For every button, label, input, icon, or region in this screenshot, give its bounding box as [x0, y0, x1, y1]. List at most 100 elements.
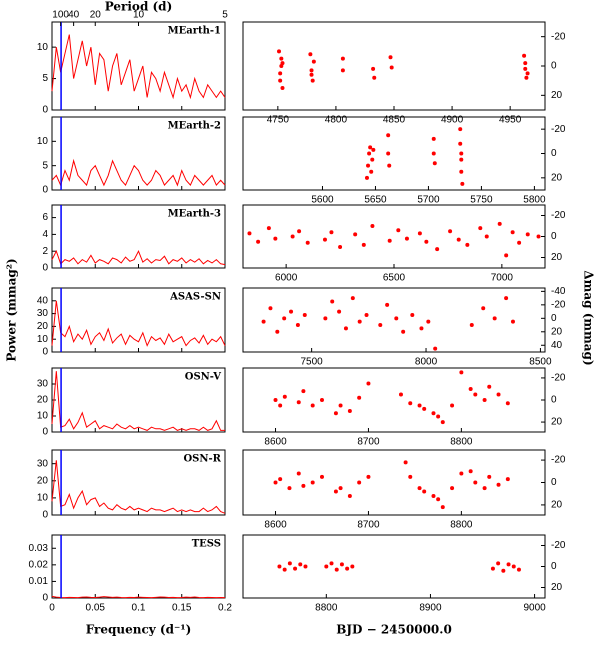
data-point — [389, 65, 394, 70]
y-tick-label: 2 — [42, 246, 48, 257]
top-tick-label: 40 — [68, 10, 80, 21]
data-point — [459, 157, 464, 162]
data-point — [394, 316, 399, 321]
data-point — [504, 253, 509, 258]
data-point — [417, 486, 422, 491]
x-tick-label: 8700 — [357, 520, 380, 531]
data-point — [337, 309, 342, 314]
data-point — [468, 469, 473, 474]
y-tick-label: 0 — [42, 105, 48, 116]
data-point — [431, 136, 436, 141]
data-point — [468, 386, 473, 391]
data-point — [387, 163, 392, 168]
data-point — [458, 127, 463, 132]
data-point — [301, 389, 306, 394]
y-tick-label: 0.02 — [29, 559, 49, 570]
data-point — [295, 323, 300, 328]
data-point — [458, 141, 463, 146]
data-point — [338, 245, 343, 249]
periodogram-line — [51, 300, 226, 347]
data-point — [340, 68, 345, 73]
periodogram-line — [51, 249, 226, 266]
data-point — [525, 71, 530, 76]
data-point — [436, 414, 441, 419]
y-tick-label: 20 — [551, 252, 563, 263]
x-tick-label: 8800 — [450, 437, 473, 448]
data-point — [403, 460, 408, 465]
data-point — [370, 224, 375, 228]
y-tick-label: 10 — [37, 334, 49, 345]
data-point — [510, 230, 515, 235]
y-tick-label: 20 — [551, 326, 563, 337]
data-point — [364, 175, 369, 180]
data-point — [273, 236, 278, 241]
y-tick-label: 40 — [37, 295, 49, 306]
data-point — [323, 316, 328, 321]
x-tick-label: 4950 — [499, 115, 522, 126]
data-point — [473, 480, 478, 485]
x-tick-label: 6000 — [275, 273, 298, 284]
x-tick-label: 6500 — [383, 273, 406, 284]
y-tick-label: 0.03 — [29, 543, 49, 554]
data-point — [333, 489, 338, 494]
data-point — [385, 302, 390, 307]
data-point — [368, 145, 373, 150]
data-point — [278, 403, 283, 408]
data-point — [310, 78, 315, 83]
panel-label: MEarth-1 — [168, 26, 221, 37]
data-point — [487, 474, 492, 479]
x-tick-label: 7000 — [491, 273, 514, 284]
data-point — [496, 561, 501, 566]
y-tick-label: 20 — [551, 172, 563, 183]
data-point — [280, 61, 285, 66]
data-point — [478, 226, 483, 231]
data-point — [343, 326, 348, 331]
y-tick-label: -20 — [551, 210, 566, 221]
data-point — [322, 237, 327, 242]
x-tick-label: 0.05 — [86, 603, 106, 614]
data-point — [408, 401, 413, 406]
y-tick-label: 30 — [37, 308, 49, 319]
y-tick-label: 0 — [42, 593, 48, 604]
data-point — [422, 489, 427, 494]
data-point — [469, 323, 474, 328]
y-tick-label: -20 — [551, 31, 566, 42]
y-tick-label: -20 — [551, 373, 566, 384]
data-point — [432, 161, 437, 166]
data-point — [396, 228, 401, 233]
data-point — [410, 312, 415, 317]
y-tick-label: -20 — [551, 124, 566, 135]
data-point — [481, 306, 486, 311]
data-point — [287, 486, 292, 491]
data-point — [296, 471, 301, 476]
y-tick-label: 0 — [551, 61, 557, 72]
y-tick-label: 0 — [42, 185, 48, 196]
data-point — [459, 471, 464, 476]
data-point — [310, 403, 315, 408]
data-point — [459, 169, 464, 174]
x-tick-label: 8600 — [264, 437, 287, 448]
panel-label: MEarth-2 — [168, 121, 221, 132]
y-tick-label: -20 — [551, 540, 566, 551]
data-point — [302, 312, 307, 317]
data-point — [301, 483, 306, 488]
x-tick-label: 7500 — [301, 357, 324, 368]
data-point — [424, 239, 429, 244]
data-point — [311, 59, 316, 64]
x-tick-label: 5700 — [417, 195, 440, 206]
panel-label: OSN-R — [183, 454, 221, 465]
data-point — [387, 238, 392, 243]
data-point — [516, 567, 521, 572]
y-tick-label: 20 — [551, 582, 563, 593]
y-tick-label: 5 — [42, 160, 48, 171]
data-point — [431, 411, 436, 416]
data-point — [450, 486, 455, 491]
data-point — [505, 477, 510, 482]
periodogram-line — [51, 371, 225, 431]
data-point — [339, 562, 344, 567]
data-point — [305, 240, 310, 245]
y-tick-label: 0.01 — [29, 576, 49, 587]
data-point — [386, 133, 391, 138]
data-point — [440, 420, 445, 425]
y-tick-label: 10 — [37, 136, 49, 147]
